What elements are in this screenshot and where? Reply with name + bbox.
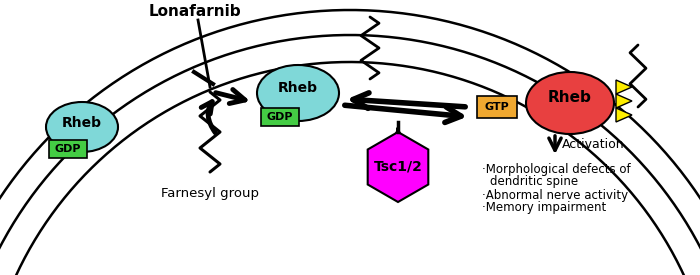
Text: ·Abnormal nerve activity: ·Abnormal nerve activity — [482, 189, 628, 202]
Polygon shape — [616, 94, 632, 108]
Ellipse shape — [257, 65, 339, 121]
Text: Farnesyl group: Farnesyl group — [161, 187, 259, 200]
Text: ·Morphological defects of: ·Morphological defects of — [482, 163, 631, 176]
Text: GDP: GDP — [267, 112, 293, 122]
Polygon shape — [368, 132, 428, 202]
Polygon shape — [616, 108, 632, 122]
Text: Rheb: Rheb — [278, 81, 318, 95]
Text: dendritic spine: dendritic spine — [490, 175, 578, 188]
FancyBboxPatch shape — [477, 96, 517, 118]
Text: Tsc1/2: Tsc1/2 — [374, 160, 422, 174]
FancyBboxPatch shape — [261, 108, 299, 126]
Text: ·Memory impairment: ·Memory impairment — [482, 201, 606, 214]
Polygon shape — [616, 80, 632, 94]
Ellipse shape — [46, 102, 118, 152]
FancyBboxPatch shape — [49, 140, 87, 158]
Text: GTP: GTP — [484, 102, 510, 112]
Text: Lonafarnib: Lonafarnib — [148, 4, 242, 19]
Ellipse shape — [526, 72, 614, 134]
Text: Rheb: Rheb — [548, 90, 592, 106]
Text: Activation: Activation — [562, 139, 624, 152]
Text: GDP: GDP — [55, 144, 81, 154]
Text: Rheb: Rheb — [62, 116, 102, 130]
